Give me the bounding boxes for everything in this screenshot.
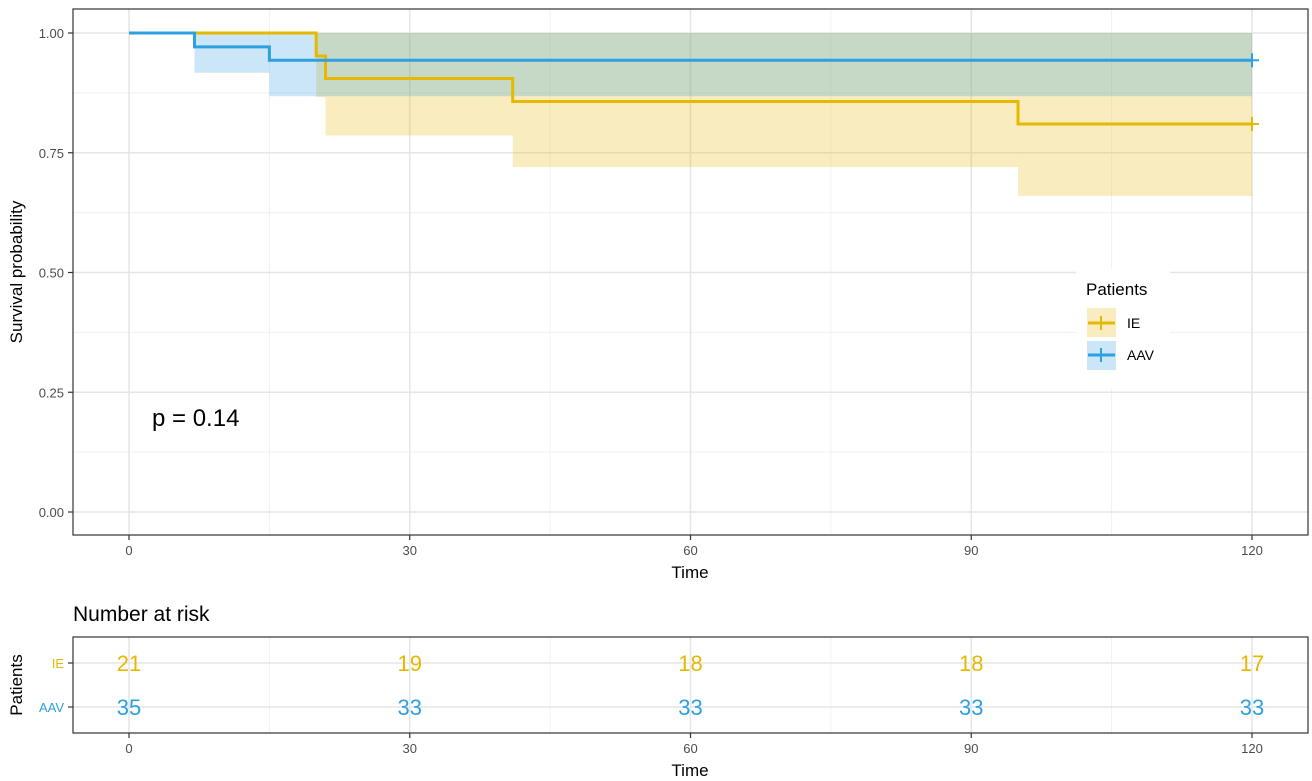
x-tick-label: 0 [125,543,132,558]
risk-table-values: 21 19 18 18 17 35 33 33 33 33 [117,651,1264,720]
x-tick-label: 120 [1241,543,1263,558]
risk-table-minor-grid [268,637,1113,733]
legend: Patients IE AAV [1076,268,1170,388]
x-tick-label: 60 [683,741,697,756]
risk-count-aav: 33 [678,695,702,720]
x-tick-label: 90 [964,543,978,558]
risk-row-label-ie: IE [52,656,65,671]
survival-plot: 0.00 0.25 0.50 0.75 1.00 0 30 60 90 120 Time Sur… [7,8,1309,582]
y-tick-label: 0.50 [39,266,64,281]
survival-x-axis-label: Time [671,563,708,582]
risk-count-ie: 18 [678,651,702,676]
legend-title: Patients [1086,280,1147,299]
confidence-band-ie [325,33,513,136]
risk-count-aav: 33 [398,695,422,720]
x-tick-label: 0 [125,741,132,756]
risk-table-x-axis-label: Time [671,761,708,780]
p-value-annotation: p = 0.14 [152,405,239,432]
confidence-band-ie [316,33,326,98]
risk-count-ie: 17 [1240,651,1264,676]
survival-censor-marks [1245,53,1259,132]
risk-table: Number at risk 21 19 18 18 17 35 33 33 33 33 IE AA… [7,603,1309,780]
censor-mark-ie [1245,117,1259,132]
x-tick-label: 120 [1241,741,1263,756]
survival-y-axis-ticks: 0.00 0.25 0.50 0.75 1.00 [39,26,73,520]
survival-curves [129,31,1252,126]
y-tick-label: 1.00 [39,26,64,41]
y-tick-label: 0.00 [39,505,64,520]
survival-y-axis-label: Survival probability [7,200,26,343]
confidence-band-aav [194,33,270,73]
risk-table-major-grid [73,637,1308,733]
legend-background [1076,268,1170,388]
risk-table-title: Number at risk [73,603,210,626]
risk-count-aav: 35 [117,695,141,720]
survival-curve-ie [129,31,1252,126]
survival-curve-aav [129,31,1252,62]
risk-count-aav: 33 [959,695,983,720]
x-tick-label: 30 [403,543,417,558]
confidence-band-aav [269,33,1252,97]
y-tick-label: 0.75 [39,146,64,161]
risk-count-aav: 33 [1240,695,1264,720]
censor-mark-aav [1245,53,1259,68]
risk-table-y-axis-label: Patients [7,654,26,715]
risk-count-ie: 19 [398,651,422,676]
risk-table-row-labels: IE AAV [39,656,73,715]
x-tick-label: 60 [683,543,697,558]
x-tick-label: 90 [964,741,978,756]
risk-table-x-axis-ticks: 0 30 60 90 120 [125,733,1263,756]
y-tick-label: 0.25 [39,385,64,400]
risk-row-label-aav: AAV [39,700,64,715]
risk-count-ie: 21 [117,651,141,676]
legend-label-ie: IE [1127,315,1140,331]
x-tick-label: 30 [403,741,417,756]
risk-count-ie: 18 [959,651,983,676]
survival-x-axis-ticks: 0 30 60 90 120 [125,535,1263,558]
legend-label-aav: AAV [1127,347,1155,363]
